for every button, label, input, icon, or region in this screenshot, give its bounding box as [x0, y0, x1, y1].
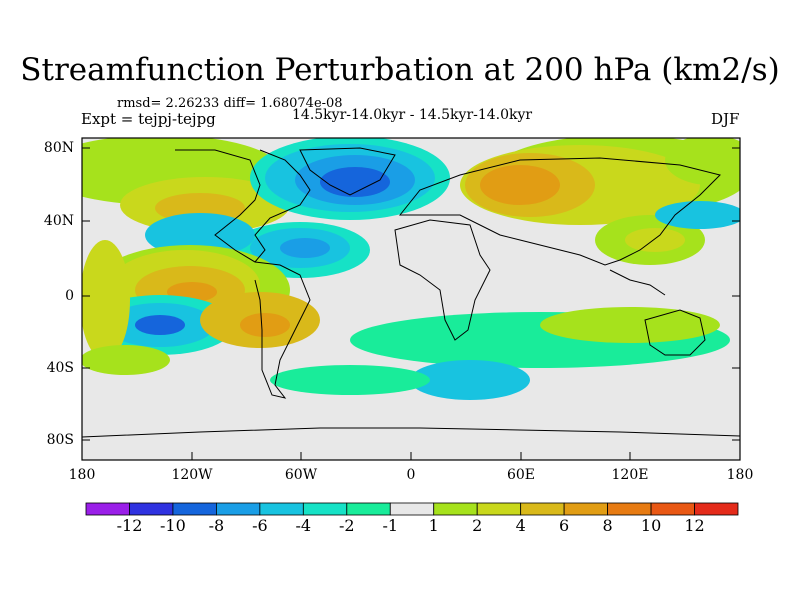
- colorbar-label: -2: [339, 516, 355, 535]
- colorbar-swatch: [259, 502, 304, 516]
- coast-antarctica: [82, 427, 740, 438]
- experiment-line: Expt = tejpj-tejpg: [81, 110, 216, 128]
- coast-eurasia: [398, 157, 721, 266]
- period-line: 14.5kyr-14.0kyr - 14.5kyr-14.0kyr: [292, 107, 533, 123]
- stats-line: rmsd= 2.26233 diff= 1.68074e-08: [117, 96, 343, 111]
- field-low-greenland: [320, 167, 390, 197]
- lat-label-80s: 80S: [46, 432, 74, 448]
- colorbar-swatch: [389, 502, 435, 516]
- colorbar-label: 8: [602, 516, 613, 535]
- lon-label-60w: 60W: [284, 467, 318, 483]
- lon-label-120w: 120W: [171, 467, 213, 483]
- coast-greenland: [299, 147, 396, 196]
- coast-africa: [394, 219, 491, 341]
- colorbar-label: 10: [640, 516, 662, 535]
- lon-label-0: 0: [406, 467, 416, 483]
- colorbar-swatch: [346, 502, 391, 516]
- colorbar-swatch: [215, 502, 261, 516]
- colorbar-swatch: [520, 502, 565, 516]
- lat-label-0: 0: [65, 288, 74, 304]
- colorbar-label: 1: [428, 516, 439, 535]
- lat-label-80n: 80N: [43, 140, 74, 156]
- colorbar-label: -10: [160, 516, 186, 535]
- colorbar-label: -4: [295, 516, 312, 535]
- lon-label-120e: 120E: [611, 467, 649, 483]
- colorbar-swatch: [433, 502, 478, 516]
- lat-label-40s: 40S: [46, 360, 74, 376]
- colorbar-label: -1: [382, 516, 399, 535]
- coast-indonesia: [609, 269, 666, 296]
- colorbar-swatch: [694, 502, 739, 516]
- streamfunction-field: [82, 138, 740, 460]
- coast-australia: [644, 309, 706, 356]
- lat-label-40n: 40N: [43, 213, 74, 229]
- lat-ticks: [82, 147, 740, 441]
- season-label: DJF: [711, 110, 740, 128]
- field-high-eurasia: [480, 165, 560, 205]
- colorbar-swatch: [650, 502, 695, 516]
- field-low-pacific: [135, 315, 185, 335]
- colorbar-label: 6: [559, 516, 570, 535]
- colorbar-swatch: [302, 502, 348, 516]
- colorbar-swatch: [172, 502, 217, 516]
- lon-label-60e: 60E: [506, 467, 536, 483]
- colorbar: [85, 502, 739, 516]
- colorbar-label: -6: [252, 516, 268, 535]
- colorbar-swatch: [563, 502, 609, 516]
- colorbar-label: -8: [208, 516, 225, 535]
- lon-label-180e: 180: [726, 467, 754, 483]
- colorbar-swatch: [607, 502, 652, 516]
- colorbar-label: 12: [684, 516, 705, 535]
- colorbar-label: 4: [515, 516, 526, 535]
- colorbar-swatch: [476, 502, 522, 516]
- colorbar-label: -12: [116, 516, 143, 535]
- colorbar-label: 2: [472, 516, 483, 535]
- coast-south-america: [254, 261, 311, 399]
- coastlines: [82, 147, 740, 438]
- lon-ticks: [81, 452, 741, 460]
- colorbar-swatch: [85, 502, 130, 516]
- lon-label-180w: 180: [68, 467, 96, 483]
- plot-title: Streamfunction Perturbation at 200 hPa (…: [20, 52, 780, 88]
- colorbar-swatch: [129, 502, 174, 516]
